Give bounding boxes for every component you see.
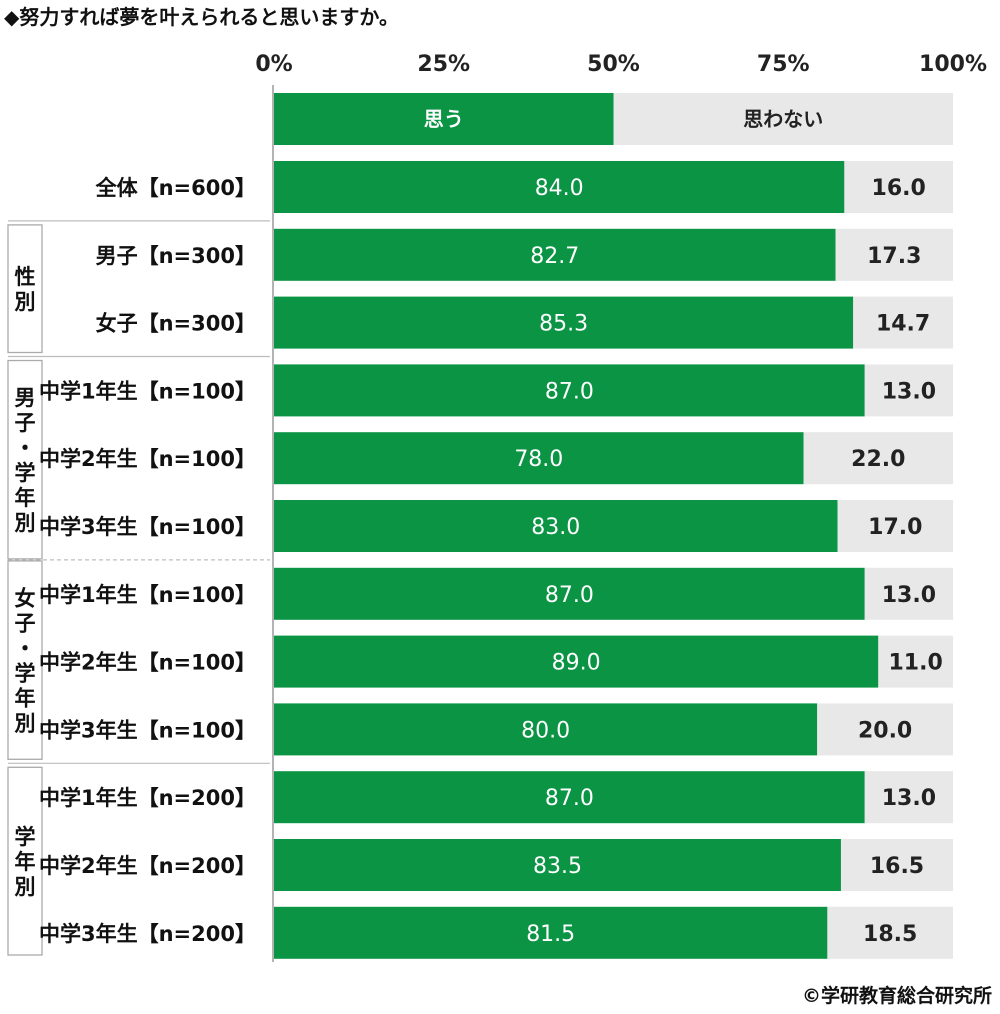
chart-title: ◆努力すれば夢を叶えられると思いますか。 xyxy=(4,5,399,29)
legend-label-no: 思わない xyxy=(743,107,823,131)
bar-yes xyxy=(274,906,828,959)
row-label: 中学3年生【n=100】 xyxy=(39,718,256,742)
bar-yes xyxy=(274,161,845,213)
bar-yes xyxy=(274,228,836,281)
row-label: 中学1年生【n=100】 xyxy=(39,583,256,607)
bar-yes xyxy=(274,296,854,349)
bar-yes xyxy=(274,839,841,891)
data-label-no: 20.0 xyxy=(858,718,912,743)
x-tick-label: 75% xyxy=(757,52,810,77)
data-label-no: 18.5 xyxy=(863,922,917,947)
x-tick-label: 100% xyxy=(919,52,987,77)
data-label-no: 16.0 xyxy=(872,176,926,201)
bar-yes xyxy=(274,567,865,620)
data-label-no: 17.3 xyxy=(867,244,921,269)
data-label-yes: 81.5 xyxy=(526,922,575,947)
x-tick-label: 50% xyxy=(587,52,640,77)
data-label-yes: 89.0 xyxy=(552,651,601,676)
group-label: 学年別 xyxy=(15,825,36,899)
bar-yes xyxy=(274,500,838,552)
bar-no xyxy=(803,432,953,485)
row-label: 中学1年生【n=100】 xyxy=(39,379,256,403)
data-label-yes: 87.0 xyxy=(545,786,594,811)
legend-swatch-yes xyxy=(274,93,614,145)
bar-no xyxy=(844,161,953,213)
bar-no xyxy=(853,296,953,349)
row-labels: 全体【n=600】男子【n=300】女子【n=300】中学1年生【n=100】中… xyxy=(39,176,256,946)
legend-swatch-no xyxy=(613,93,953,145)
bar-no xyxy=(817,703,953,756)
data-label-yes: 83.5 xyxy=(533,854,582,879)
bar-no xyxy=(864,771,953,824)
bar-no xyxy=(835,228,953,281)
bar-yes xyxy=(274,364,865,417)
bar-no xyxy=(864,364,953,417)
data-label-no: 13.0 xyxy=(882,583,936,608)
bar-yes xyxy=(274,703,818,756)
bar-no xyxy=(827,906,953,959)
bar-yes xyxy=(274,635,879,688)
data-label-yes: 83.0 xyxy=(531,515,580,540)
bar-no xyxy=(864,567,953,620)
credit: ©学研教育総合研究所 xyxy=(802,984,992,1007)
data-label-no: 14.7 xyxy=(876,312,930,337)
legend-label-yes: 思う xyxy=(424,107,464,131)
bar-no xyxy=(840,839,953,891)
data-label-yes: 87.0 xyxy=(545,583,594,608)
data-label-no: 13.0 xyxy=(882,786,936,811)
row-label: 中学3年生【n=200】 xyxy=(39,922,256,946)
data-label-yes: 85.3 xyxy=(539,312,588,337)
row-label: 中学3年生【n=100】 xyxy=(39,515,256,539)
row-label: 中学2年生【n=100】 xyxy=(39,447,256,471)
group-label-box xyxy=(7,359,43,560)
group-label: 性別 xyxy=(15,265,36,314)
legend: 思う 思わない xyxy=(274,93,953,145)
group-label: 女子・学年別 xyxy=(15,587,36,736)
group-label-box xyxy=(7,224,43,354)
x-tick-label: 25% xyxy=(417,52,470,77)
data-label-yes: 78.0 xyxy=(514,447,563,472)
data-label-no: 13.0 xyxy=(882,379,936,404)
bar-yes xyxy=(274,771,865,824)
data-label-no: 11.0 xyxy=(889,651,943,676)
row-label: 全体【n=600】 xyxy=(95,176,256,200)
data-label-yes: 87.0 xyxy=(545,379,594,404)
row-label: 中学1年生【n=200】 xyxy=(39,786,256,810)
data-label-no: 16.5 xyxy=(870,854,924,879)
bar-no xyxy=(837,500,953,552)
group-label: 男子・学年別 xyxy=(15,386,36,535)
bar-no xyxy=(878,635,953,688)
x-axis-ticks: 0% 25% 50% 75% 100% xyxy=(255,52,987,77)
row-label: 中学2年生【n=100】 xyxy=(39,651,256,675)
data-label-yes: 82.7 xyxy=(530,244,579,269)
row-label: 男子【n=300】 xyxy=(96,244,256,268)
row-label: 中学2年生【n=200】 xyxy=(39,854,256,878)
x-tick-label: 0% xyxy=(255,52,292,77)
data-label-no: 22.0 xyxy=(851,447,905,472)
bars: 84.0 16.0 82.7 17.3 85.3 14.7 87.0 13.0 78.0 22.0… xyxy=(274,161,953,959)
group-label-box xyxy=(7,766,43,956)
data-label-yes: 84.0 xyxy=(535,176,584,201)
row-label: 女子【n=300】 xyxy=(96,312,256,336)
data-label-no: 17.0 xyxy=(868,515,922,540)
data-label-yes: 80.0 xyxy=(521,718,570,743)
group-label-box xyxy=(7,560,43,760)
bar-yes xyxy=(274,432,804,485)
